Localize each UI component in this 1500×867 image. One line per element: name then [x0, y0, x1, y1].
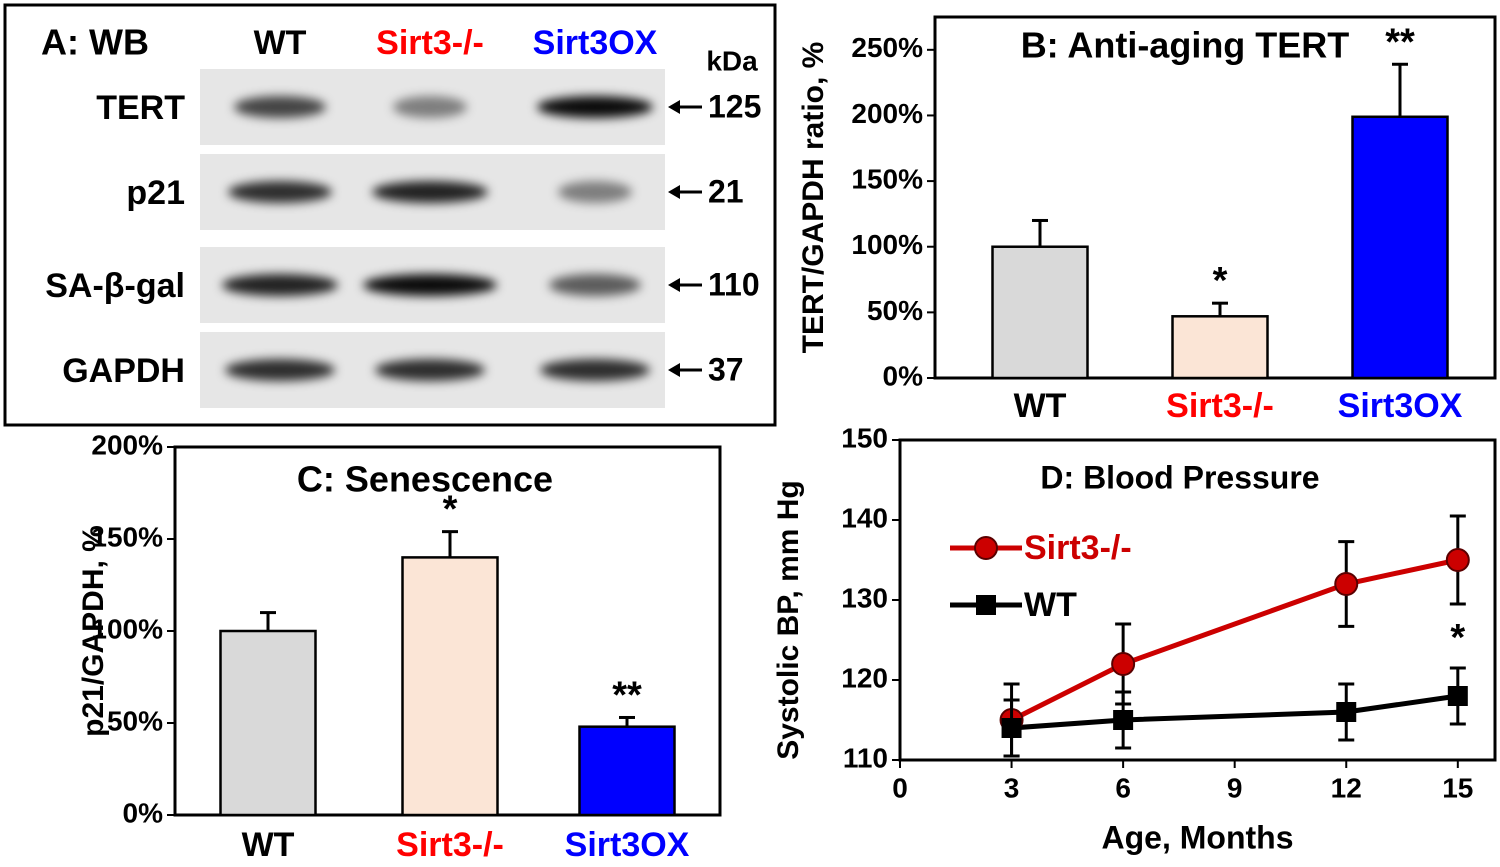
x-tick-label: WT [1014, 387, 1067, 425]
point [1001, 718, 1022, 738]
series-line [1011, 693, 1459, 731]
x-tick-label: 6 [1115, 772, 1131, 803]
point [1336, 702, 1357, 722]
blot-band [540, 359, 650, 381]
x-tick-label: WT [242, 826, 295, 864]
y-axis-label: p21/GAPDH, % [77, 525, 110, 737]
chart-title: D: Blood Pressure [1040, 459, 1319, 495]
bar [401, 556, 499, 817]
blot-band [549, 274, 641, 296]
bar [578, 725, 676, 817]
y-tick-label: 100% [91, 613, 163, 644]
blot-band [375, 359, 485, 381]
row-label: GAPDH [62, 352, 185, 390]
y-tick-label: 250% [851, 32, 923, 63]
row-label: SA-β-gal [45, 267, 185, 305]
point [1113, 710, 1134, 730]
lane-label: Sirt3OX [533, 24, 658, 62]
x-tick-label: 3 [1004, 772, 1020, 803]
legend-marker [976, 595, 996, 615]
blot-band [537, 96, 653, 118]
y-tick-label: 50% [867, 295, 923, 326]
y-tick-label: 0% [123, 797, 164, 828]
y-tick-label: 150 [841, 422, 888, 453]
legend-marker [974, 536, 998, 560]
y-tick-label: 110 [843, 742, 888, 773]
marker-label: 125 [708, 88, 761, 124]
bar [1351, 115, 1449, 380]
blot-band [393, 96, 467, 118]
unit-label: kDa [706, 45, 758, 76]
row-label: TERT [96, 89, 185, 127]
x-tick-label: Sirt3OX [1338, 387, 1463, 425]
marker-label: 110 [708, 266, 760, 302]
lane-label: WT [254, 24, 307, 62]
chart-title: B: Anti-aging TERT [1021, 25, 1350, 66]
legend-label: WT [1024, 586, 1077, 624]
arrow-head [668, 363, 680, 377]
marker-label: 21 [708, 173, 744, 209]
significance-mark: ** [612, 675, 642, 717]
x-tick-label: 15 [1442, 772, 1473, 803]
panel-title: A: WB [41, 22, 149, 63]
x-axis-label: Age, Months [1102, 819, 1294, 855]
y-tick-label: 200% [91, 429, 163, 460]
arrow-head [668, 100, 680, 114]
significance-mark: * [1213, 260, 1228, 302]
point [1445, 548, 1470, 572]
y-axis-label: Systolic BP, mm Hg [772, 480, 805, 760]
blot-band [363, 274, 497, 296]
blot-band [372, 181, 488, 203]
arrow-head [668, 185, 680, 199]
x-tick-label: Sirt3-/- [1166, 387, 1274, 425]
bar [1171, 315, 1269, 380]
y-tick-label: 140 [841, 502, 888, 533]
y-tick-label: 50% [107, 705, 163, 736]
significance-mark: * [443, 489, 458, 531]
bar [219, 629, 317, 817]
x-tick-label: Sirt3-/- [396, 826, 504, 864]
blot-band [558, 181, 632, 203]
significance-mark: ** [1385, 21, 1415, 63]
bar [991, 245, 1089, 380]
y-tick-label: 130 [841, 582, 888, 613]
panel-frame [3, 3, 777, 427]
blot-band [228, 181, 332, 203]
y-tick-label: 120 [841, 662, 888, 693]
row-label: p21 [126, 174, 185, 212]
marker-label: 37 [708, 351, 744, 387]
x-tick-label: Sirt3OX [565, 826, 690, 864]
y-tick-label: 0% [883, 360, 924, 391]
lane-label: Sirt3-/- [376, 24, 484, 62]
arrow-head [668, 278, 680, 292]
point [1334, 572, 1359, 596]
blot-band [234, 96, 326, 118]
y-tick-label: 100% [851, 229, 923, 260]
y-tick-label: 150% [851, 163, 923, 194]
significance-mark: * [1450, 617, 1465, 659]
y-axis-label: TERT/GAPDH ratio, % [797, 42, 830, 354]
x-tick-label: 9 [1227, 772, 1243, 803]
blot-band [222, 274, 338, 296]
chart-title: C: Senescence [297, 459, 553, 500]
blot-band [225, 359, 335, 381]
series-line [1010, 557, 1459, 723]
point [1111, 652, 1136, 676]
point [1447, 686, 1468, 706]
y-tick-label: 150% [91, 521, 163, 552]
legend-label: Sirt3-/- [1024, 529, 1132, 567]
x-tick-label: 0 [892, 772, 908, 803]
y-tick-label: 200% [851, 98, 923, 129]
x-tick-label: 12 [1331, 772, 1362, 803]
